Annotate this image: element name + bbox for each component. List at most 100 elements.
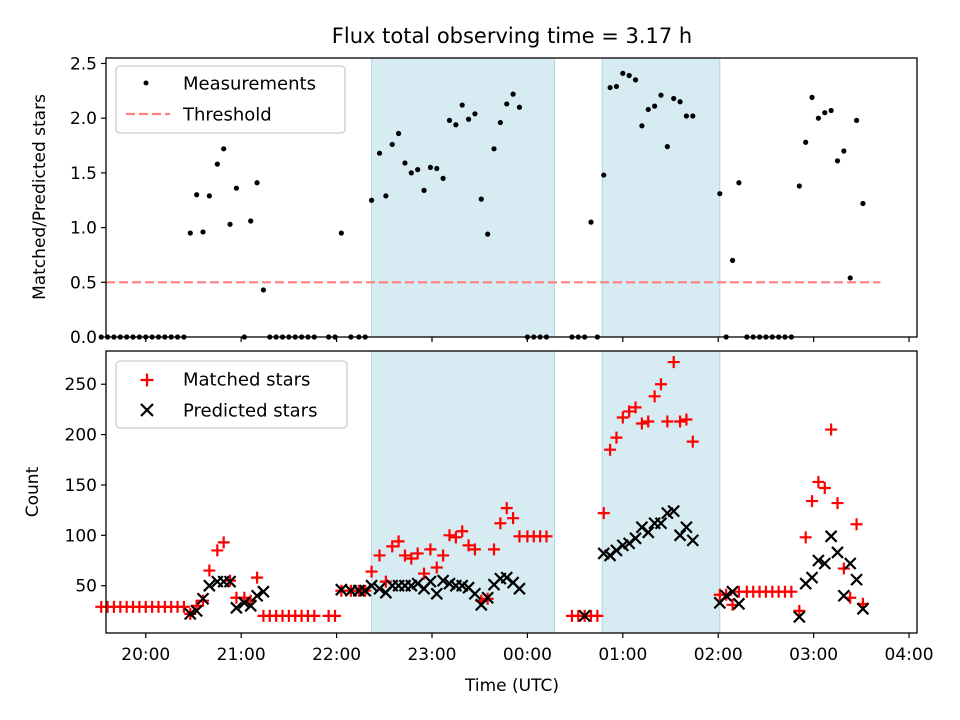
predicted-star-point — [856, 602, 870, 616]
matched-star-point — [799, 531, 812, 544]
measurement-point — [683, 113, 690, 119]
top-panel: 0.0 0.5 1.0 1.5 2.0 2.5 Matched/Predicted sta… — [30, 54, 918, 348]
measurement-point — [620, 70, 626, 76]
measurement-point — [803, 139, 809, 145]
measurement-point — [632, 77, 639, 83]
bottom-y-ticks: 50 100 150 200 250 — [65, 375, 106, 597]
matched-star-point — [680, 413, 693, 426]
matched-star-point — [812, 475, 825, 488]
measurement-point — [607, 84, 613, 91]
matched-star-point — [443, 529, 456, 542]
matched-star-point — [411, 547, 424, 560]
measurement-point — [497, 119, 503, 126]
matched-star-point — [591, 609, 604, 622]
measurement-point — [389, 141, 395, 148]
matched-star-point — [850, 518, 863, 531]
bottom-y-tick-label: 100 — [65, 526, 97, 546]
matched-star-point — [251, 571, 264, 584]
predicted-star-point — [793, 610, 806, 624]
measurement-point — [383, 193, 389, 199]
matched-star-point — [500, 502, 513, 515]
matched-star-point — [424, 543, 437, 556]
predicted-star-point — [436, 574, 450, 587]
legend-predicted-label: Predicted stars — [183, 401, 317, 422]
measurement-point — [214, 161, 220, 167]
top-legend: Measurements Threshold — [115, 65, 346, 134]
measurement-point — [504, 101, 510, 107]
predicted-star-point — [686, 534, 700, 547]
measurement-point — [588, 219, 594, 225]
x-axis-label: Time (UTC) — [464, 676, 559, 696]
measurement-point — [516, 104, 523, 110]
matched-star-point — [197, 594, 210, 607]
matched-star-point — [386, 540, 399, 553]
predicted-star-point — [250, 589, 264, 603]
measurement-point — [853, 117, 860, 123]
predicted-star-point — [641, 526, 655, 539]
bottom-panel: 50 100 150 200 250 20:00 21:00 22:00 23:00 00:00… — [23, 350, 934, 696]
measurement-point — [446, 117, 453, 123]
top-x-ticks — [145, 337, 910, 342]
matched-star-point — [379, 575, 392, 588]
predicted-star-point — [629, 532, 642, 545]
predicted-star-point — [468, 587, 482, 600]
predicted-star-point — [837, 589, 851, 603]
measurement-point — [671, 95, 677, 102]
matched-star-point — [661, 415, 674, 428]
matched-star-point — [667, 356, 680, 369]
predicted-star-point — [203, 579, 216, 592]
measurement-point — [338, 230, 344, 236]
measurement-point — [717, 191, 723, 197]
measurement-point — [485, 231, 491, 237]
measurement-point — [822, 110, 828, 116]
matched-star-point — [793, 604, 806, 617]
measurement-point — [626, 72, 632, 79]
shaded-interval-1 — [601, 57, 721, 338]
predicted-star-point — [513, 582, 526, 595]
predicted-star-point — [812, 554, 825, 567]
matched-star-point — [785, 585, 798, 598]
measurement-point — [221, 146, 227, 152]
top-y-tick-label: 0.5 — [70, 273, 97, 293]
predicted-stars-points — [184, 504, 870, 624]
matched-star-point — [392, 535, 405, 548]
matched-star-point — [405, 552, 418, 565]
measurement-point — [510, 91, 516, 97]
matched-star-point — [825, 423, 838, 436]
matched-star-point — [837, 562, 850, 575]
matched-star-point — [604, 443, 617, 456]
matched-star-point — [648, 390, 661, 403]
matched-star-point — [488, 543, 501, 556]
x-tick-label: 22:00 — [312, 645, 361, 665]
bottom-y-tick-label: 250 — [65, 375, 97, 395]
measurement-point — [736, 180, 742, 186]
measurement-point — [206, 193, 212, 199]
matched-star-point — [616, 411, 629, 424]
legend-threshold-label: Threshold — [182, 105, 272, 126]
top-y-tick-label: 2.5 — [70, 54, 97, 74]
predicted-star-point — [805, 571, 819, 584]
predicted-star-point — [481, 591, 494, 605]
predicted-star-point — [831, 546, 844, 559]
measurement-point — [472, 111, 478, 117]
top-axes-frame — [105, 57, 918, 338]
matched-star-point — [686, 435, 699, 448]
measurement-point — [834, 158, 841, 164]
matched-star-point — [629, 401, 642, 414]
predicted-star-point — [824, 530, 838, 543]
measurement-point — [677, 99, 683, 105]
measurement-point — [200, 229, 206, 235]
measurement-point — [402, 160, 408, 166]
top-y-tick-label: 0.0 — [70, 328, 97, 348]
matched-star-point — [365, 565, 378, 578]
measurement-point — [368, 197, 375, 203]
measurement-points — [98, 70, 866, 340]
predicted-star-point — [244, 599, 257, 613]
measurement-point — [187, 230, 193, 236]
measurement-point — [233, 185, 239, 191]
measurement-point — [664, 144, 670, 150]
measurement-point — [248, 218, 254, 224]
predicted-star-point — [424, 575, 437, 588]
predicted-star-point — [257, 585, 270, 598]
